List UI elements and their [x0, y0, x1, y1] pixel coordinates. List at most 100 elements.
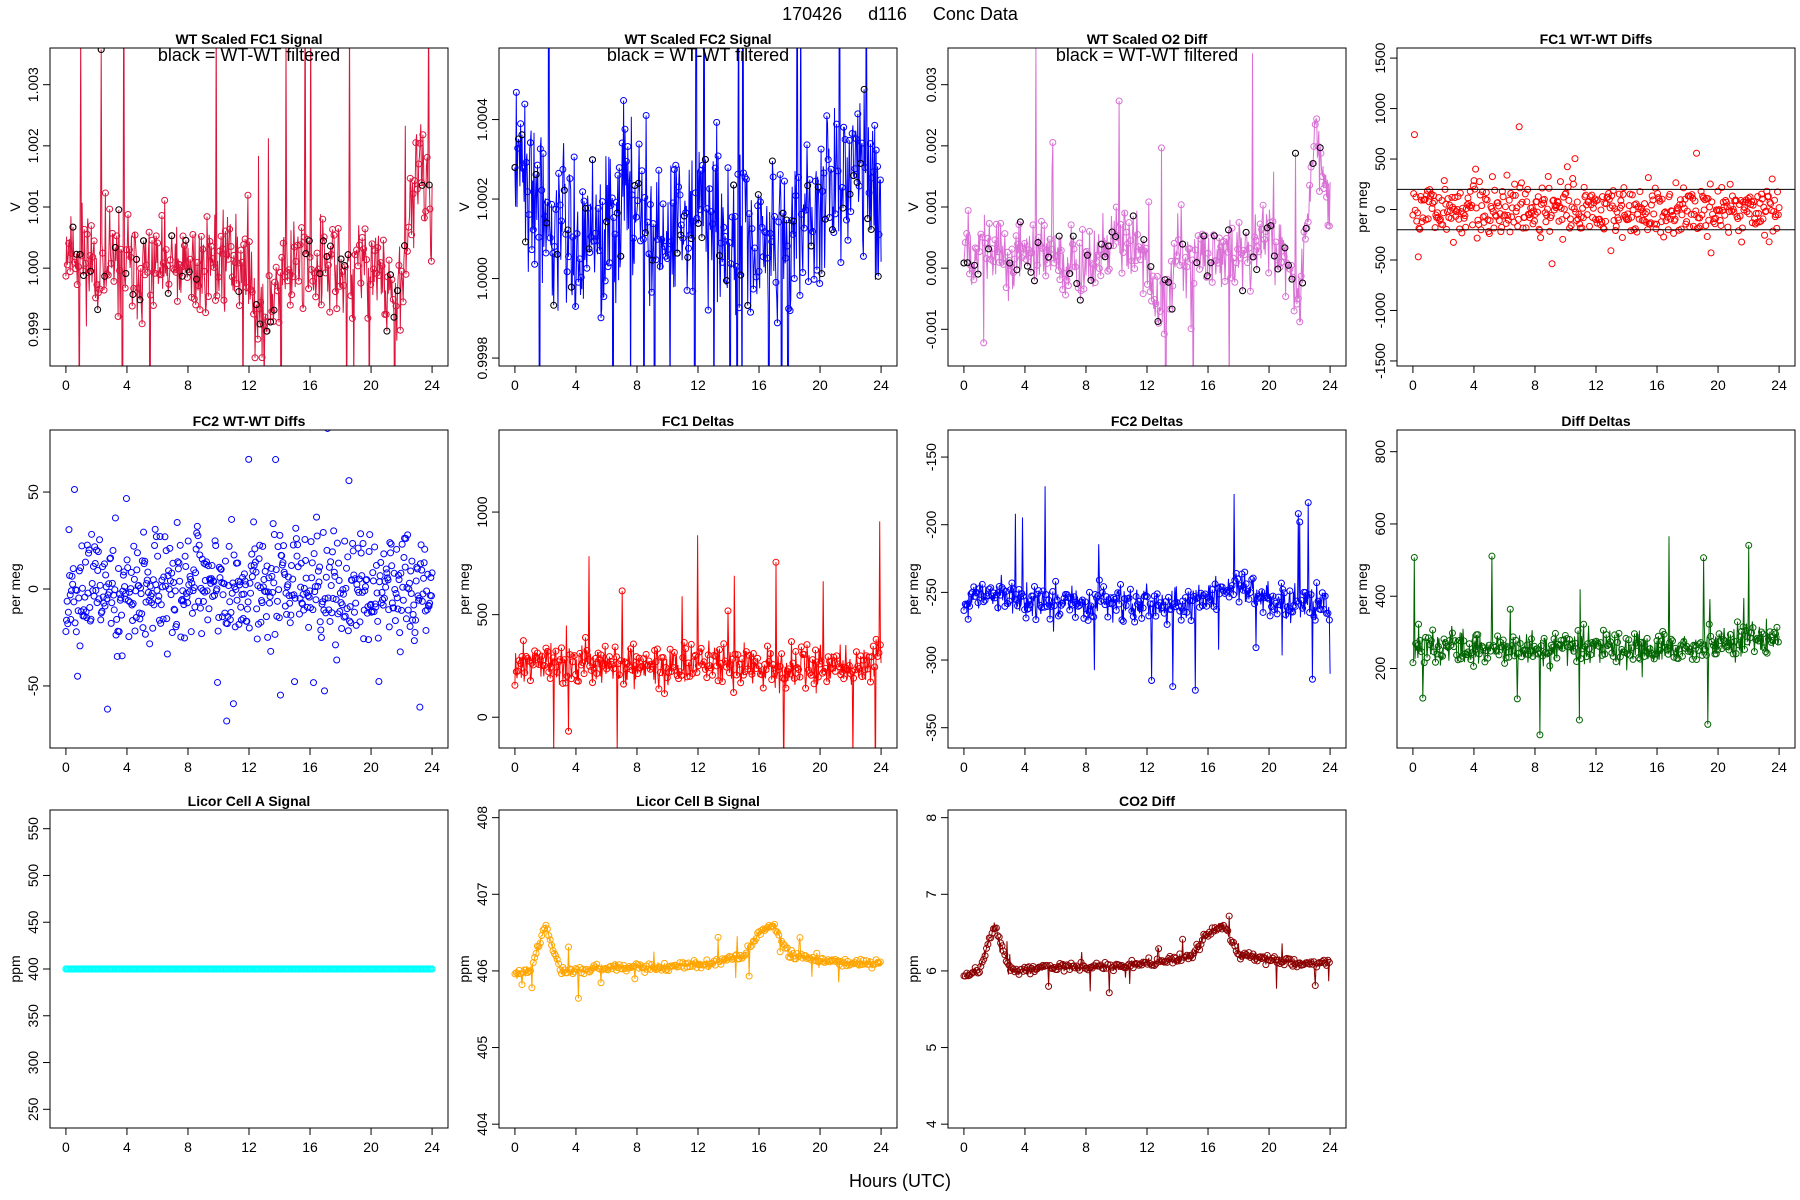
data-point	[538, 652, 546, 660]
data-point	[775, 666, 783, 674]
data-point	[608, 194, 616, 202]
panel-frame	[947, 809, 1347, 1129]
data-point	[1042, 272, 1050, 280]
filtered-point	[744, 302, 752, 310]
data-point	[1570, 205, 1578, 213]
data-point	[1028, 249, 1036, 257]
data-point	[144, 268, 152, 276]
data-point	[420, 559, 428, 567]
data-point	[682, 209, 690, 217]
data-point	[427, 592, 435, 600]
data-point	[1272, 238, 1280, 246]
y-tick-label: 1.000	[25, 250, 41, 285]
data-point	[1456, 225, 1464, 233]
data-point	[1702, 222, 1710, 230]
data-point	[285, 266, 293, 274]
y-axis-label: per meg	[1354, 181, 1370, 232]
filtered-point	[641, 229, 649, 237]
filtered-point	[518, 131, 526, 139]
series-line	[514, 521, 882, 748]
data-point	[615, 671, 623, 679]
data-point	[419, 131, 427, 139]
data-point	[1086, 227, 1094, 235]
data-point	[145, 228, 153, 236]
data-point	[176, 577, 184, 585]
data-point	[133, 549, 141, 557]
data-point	[992, 591, 1000, 599]
filtered-point	[1016, 218, 1024, 226]
data-point	[735, 304, 743, 312]
data-point	[291, 678, 299, 686]
data-point	[87, 615, 95, 623]
data-point	[1444, 195, 1452, 203]
data-point	[759, 925, 767, 933]
data-point	[144, 568, 152, 576]
data-point	[1104, 267, 1112, 275]
data-point	[1554, 199, 1562, 207]
data-point	[629, 640, 637, 648]
data-point	[632, 213, 640, 221]
data-point	[1472, 165, 1480, 173]
data-point	[1491, 211, 1499, 219]
data-point	[1707, 249, 1715, 257]
data-point	[1592, 216, 1600, 224]
data-point	[213, 292, 221, 300]
x-tick-label: 0	[62, 1139, 70, 1155]
data-point	[1046, 235, 1054, 243]
data-point	[330, 231, 338, 239]
data-point	[1511, 180, 1519, 188]
data-point	[610, 665, 618, 673]
data-point	[572, 964, 580, 972]
data-point	[1117, 220, 1125, 228]
data-point	[1183, 951, 1191, 959]
data-point	[1022, 255, 1030, 263]
panel-frame	[49, 429, 449, 749]
data-point	[961, 239, 969, 247]
data-point	[272, 566, 280, 574]
data-point	[1321, 181, 1329, 189]
data-point	[219, 591, 227, 599]
data-point	[1676, 201, 1684, 209]
plot-area	[960, 486, 1333, 694]
data-point	[298, 224, 306, 232]
data-point	[107, 259, 115, 267]
data-point	[580, 197, 588, 205]
data-point	[837, 258, 845, 266]
data-point	[1547, 211, 1555, 219]
data-point	[574, 677, 582, 685]
data-point	[1225, 912, 1233, 920]
data-point	[779, 674, 787, 682]
y-tick-label: -0.001	[923, 309, 939, 349]
data-point	[1246, 287, 1254, 295]
data-point	[96, 581, 104, 589]
filtered-point	[182, 236, 190, 244]
data-point	[1605, 195, 1613, 203]
data-point	[1143, 593, 1151, 601]
x-tick-label: 4	[572, 377, 580, 393]
data-point	[635, 140, 643, 148]
data-point	[1762, 648, 1770, 656]
data-point	[872, 146, 880, 154]
data-point	[313, 532, 321, 540]
data-point	[1160, 330, 1168, 338]
data-point	[584, 204, 592, 212]
y-tick-label: 1000	[474, 496, 490, 527]
data-point	[346, 603, 354, 611]
data-point	[208, 562, 216, 570]
data-point	[1643, 634, 1651, 642]
data-point	[817, 145, 825, 153]
data-point	[1571, 155, 1579, 163]
filtered-point	[1073, 280, 1081, 288]
filtered-point	[821, 215, 829, 223]
panel-frame	[49, 47, 449, 367]
data-point	[1430, 198, 1438, 206]
data-point	[1409, 659, 1417, 667]
data-point	[253, 635, 261, 643]
data-point	[324, 594, 332, 602]
data-point	[1691, 197, 1699, 205]
data-point	[1576, 220, 1584, 228]
x-tick-label: 16	[302, 1139, 318, 1155]
data-point	[111, 514, 119, 522]
data-point	[1412, 193, 1420, 201]
data-point	[116, 267, 124, 275]
